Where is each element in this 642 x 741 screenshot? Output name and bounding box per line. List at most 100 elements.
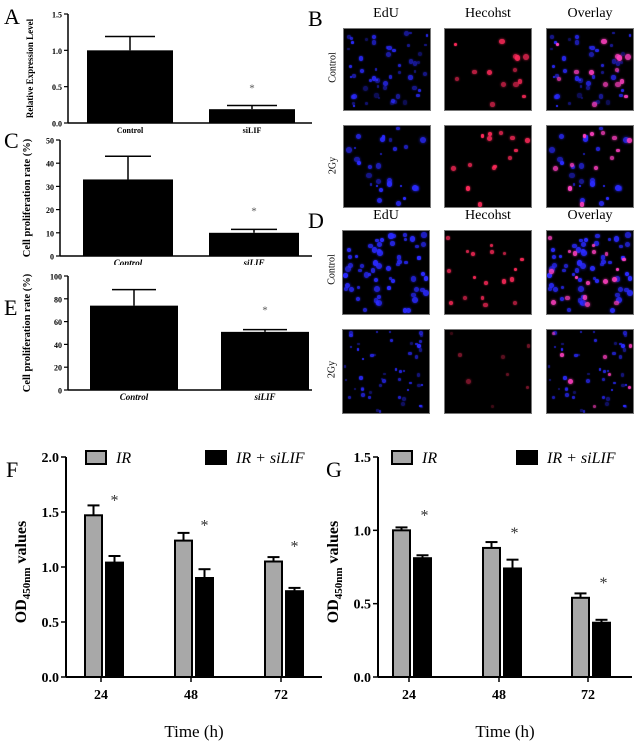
- nucleus: [382, 86, 387, 91]
- nucleus: [499, 38, 505, 44]
- nucleus: [551, 332, 555, 336]
- nucleus: [550, 300, 557, 306]
- nucleus: [602, 395, 606, 399]
- legend-label: IR + siLIF: [235, 450, 305, 467]
- y-tick-label: 60: [54, 318, 62, 327]
- nucleus: [399, 370, 402, 373]
- nucleus: [453, 42, 457, 46]
- nucleus: [611, 135, 617, 141]
- category-label: siLIF: [242, 258, 264, 265]
- nucleus: [548, 236, 553, 240]
- nucleus: [346, 34, 351, 39]
- y-axis-label: Relative Expression Level: [25, 18, 35, 118]
- nucleus: [513, 81, 519, 88]
- nucleus: [370, 353, 374, 358]
- nucleus: [601, 377, 606, 382]
- nucleus: [412, 85, 417, 91]
- chart-e-proliferation-rate: 0 20 40 60 80 100 Control siLIF * Cell proliferat…: [22, 273, 312, 402]
- y-axis-label: OD450nm values: [325, 521, 345, 623]
- nucleus: [402, 369, 405, 372]
- x-tick-label: 48: [492, 688, 506, 703]
- legend-label: IR: [115, 450, 131, 467]
- nucleus: [395, 200, 401, 206]
- nucleus: [619, 79, 625, 84]
- nucleus: [354, 156, 360, 163]
- nucleus: [617, 286, 624, 293]
- nucleus: [362, 358, 365, 361]
- nucleus: [418, 330, 423, 335]
- nucleus: [561, 56, 566, 61]
- nucleus: [557, 388, 560, 391]
- nucleus: [578, 163, 585, 169]
- nucleus: [402, 197, 406, 201]
- nucleus: [567, 379, 573, 385]
- nucleus: [574, 268, 579, 273]
- nucleus: [520, 257, 524, 261]
- nucleus: [416, 372, 421, 377]
- nucleus: [370, 268, 375, 273]
- nucleus: [406, 388, 409, 391]
- nucleus: [612, 32, 615, 35]
- nucleus: [401, 397, 406, 401]
- micrograph-d-2gy-hoechst: [444, 329, 532, 414]
- nucleus: [403, 145, 408, 150]
- nucleus: [619, 244, 624, 249]
- nucleus: [373, 278, 378, 283]
- y-tick-label: 100: [50, 273, 62, 282]
- y-tick-label: 0.5: [42, 616, 60, 631]
- nucleus: [550, 247, 556, 253]
- nucleus: [463, 296, 468, 301]
- nucleus: [389, 276, 393, 280]
- nucleus: [594, 241, 600, 246]
- nucleus: [419, 339, 423, 343]
- micrograph-b-control-overlay: [546, 28, 634, 111]
- nucleus: [353, 146, 356, 149]
- nucleus: [405, 308, 411, 314]
- y-tick-label: 50: [46, 137, 54, 146]
- nucleus: [417, 256, 421, 260]
- nucleus: [382, 379, 387, 384]
- nucleus: [373, 298, 379, 304]
- nucleus: [595, 147, 600, 152]
- legend-label: IR: [421, 450, 437, 467]
- nucleus: [510, 277, 515, 282]
- nucleus: [579, 330, 583, 334]
- nucleus: [603, 278, 609, 285]
- nucleus: [356, 297, 361, 302]
- nucleus: [359, 69, 364, 74]
- y-tick-label: 0.5: [354, 598, 372, 613]
- significance-star: *: [511, 525, 519, 542]
- bar-ir-silif-72: [592, 621, 611, 679]
- nucleus: [622, 257, 626, 262]
- nucleus: [398, 395, 402, 399]
- nucleus: [372, 353, 376, 357]
- nucleus: [572, 183, 576, 186]
- nucleus: [607, 237, 611, 241]
- nucleus: [344, 378, 348, 382]
- nucleus: [348, 396, 352, 400]
- nucleus: [549, 34, 554, 39]
- nucleus: [423, 276, 429, 281]
- nucleus: [408, 75, 413, 80]
- bar-silif: [209, 232, 299, 256]
- y-axis-label: Cell proliferation rate (%): [22, 138, 33, 257]
- y-tick-label: 30: [46, 183, 54, 192]
- micrograph-d-control-hoechst: [444, 230, 532, 315]
- nucleus: [593, 276, 597, 280]
- nucleus: [358, 56, 363, 61]
- nucleus: [347, 254, 352, 259]
- nucleus: [403, 237, 407, 241]
- nucleus: [349, 64, 353, 68]
- nucleus: [590, 181, 596, 187]
- nucleus: [615, 61, 621, 66]
- nucleus: [350, 345, 353, 348]
- nucleus: [343, 365, 347, 368]
- nucleus: [408, 381, 412, 385]
- nucleus: [603, 355, 608, 360]
- nucleus: [349, 330, 354, 335]
- nucleus: [580, 241, 587, 248]
- nucleus: [375, 163, 382, 169]
- nucleus: [586, 80, 592, 86]
- y-tick-label: 80: [54, 295, 62, 304]
- nucleus: [365, 37, 369, 42]
